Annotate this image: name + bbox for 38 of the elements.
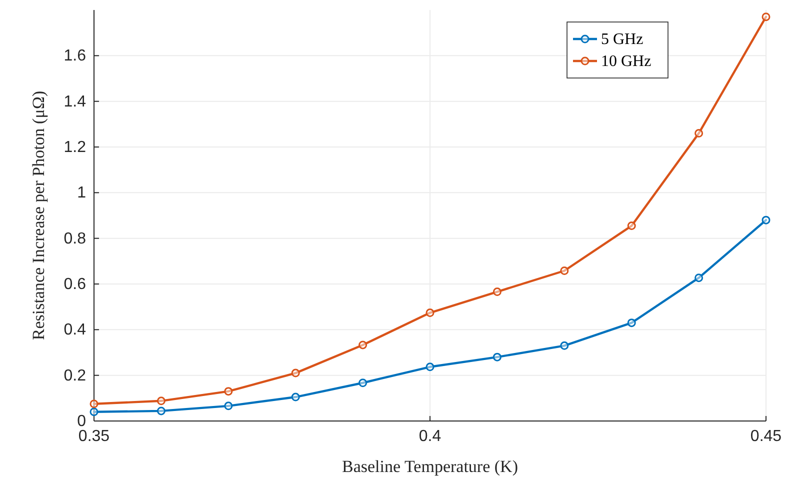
point: [291, 392, 300, 402]
y-tick-label: 0.6: [64, 276, 86, 293]
point: [492, 352, 502, 362]
point: [492, 288, 502, 296]
x-tick-label: 0.45: [750, 428, 782, 445]
y-axis-title: Resistance Increase per Photon (μΩ): [29, 90, 48, 340]
y-tick-label: 1.2: [64, 139, 86, 156]
point: [694, 274, 704, 282]
point: [762, 12, 770, 22]
point: [224, 402, 233, 410]
point: [90, 400, 98, 408]
x-tick-label: 0.35: [78, 428, 110, 445]
y-tick-label: 1.4: [64, 93, 86, 110]
point: [560, 266, 569, 276]
y-tick-label: 1: [77, 184, 86, 202]
y-tick-label: 0.8: [64, 230, 86, 248]
point: [224, 387, 233, 396]
x-tick-label: 0.4: [418, 428, 442, 445]
legend-label: 10 GHz: [601, 53, 652, 70]
y-tick-label: 0: [77, 413, 86, 430]
point: [627, 318, 636, 328]
x-axis-title: Baseline Temperature (K): [342, 457, 518, 476]
point: [358, 378, 368, 388]
point: [426, 308, 434, 318]
point: [358, 340, 368, 350]
point: [156, 396, 166, 406]
legend-label: 5 GHz: [601, 31, 644, 48]
point: [762, 216, 770, 224]
point: [90, 408, 98, 416]
point: [694, 129, 704, 138]
y-tick-label: 1.6: [64, 48, 86, 65]
y-tick-label: 0.2: [64, 367, 86, 384]
point: [426, 362, 434, 372]
point: [627, 222, 636, 230]
point: [156, 406, 166, 416]
point: [291, 368, 300, 378]
y-tick-label: 0.4: [64, 322, 86, 339]
point: [560, 341, 569, 350]
